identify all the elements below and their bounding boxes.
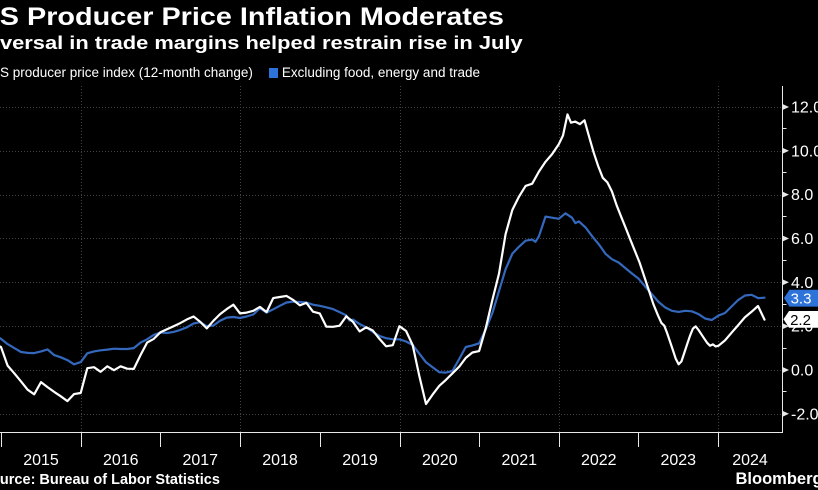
svg-text:6.0: 6.0 xyxy=(791,231,813,248)
svg-text:8.0: 8.0 xyxy=(791,187,813,204)
svg-text:2020: 2020 xyxy=(422,452,458,469)
svg-text:10.0: 10.0 xyxy=(791,143,818,160)
svg-text:0.0: 0.0 xyxy=(791,363,813,380)
svg-text:2024: 2024 xyxy=(732,452,768,469)
svg-text:12.0: 12.0 xyxy=(791,100,818,117)
svg-text:2.2: 2.2 xyxy=(790,312,811,329)
svg-text:2021: 2021 xyxy=(501,452,537,469)
svg-text:3.3: 3.3 xyxy=(791,291,812,308)
svg-text:2019: 2019 xyxy=(342,452,378,469)
svg-text:-2.0: -2.0 xyxy=(791,406,818,423)
svg-text:2023: 2023 xyxy=(660,452,696,469)
svg-text:2017: 2017 xyxy=(182,452,218,469)
svg-text:2015: 2015 xyxy=(23,452,59,469)
svg-text:4.0: 4.0 xyxy=(791,275,813,292)
svg-text:2018: 2018 xyxy=(262,452,298,469)
svg-text:2022: 2022 xyxy=(581,452,617,469)
svg-text:2016: 2016 xyxy=(103,452,139,469)
